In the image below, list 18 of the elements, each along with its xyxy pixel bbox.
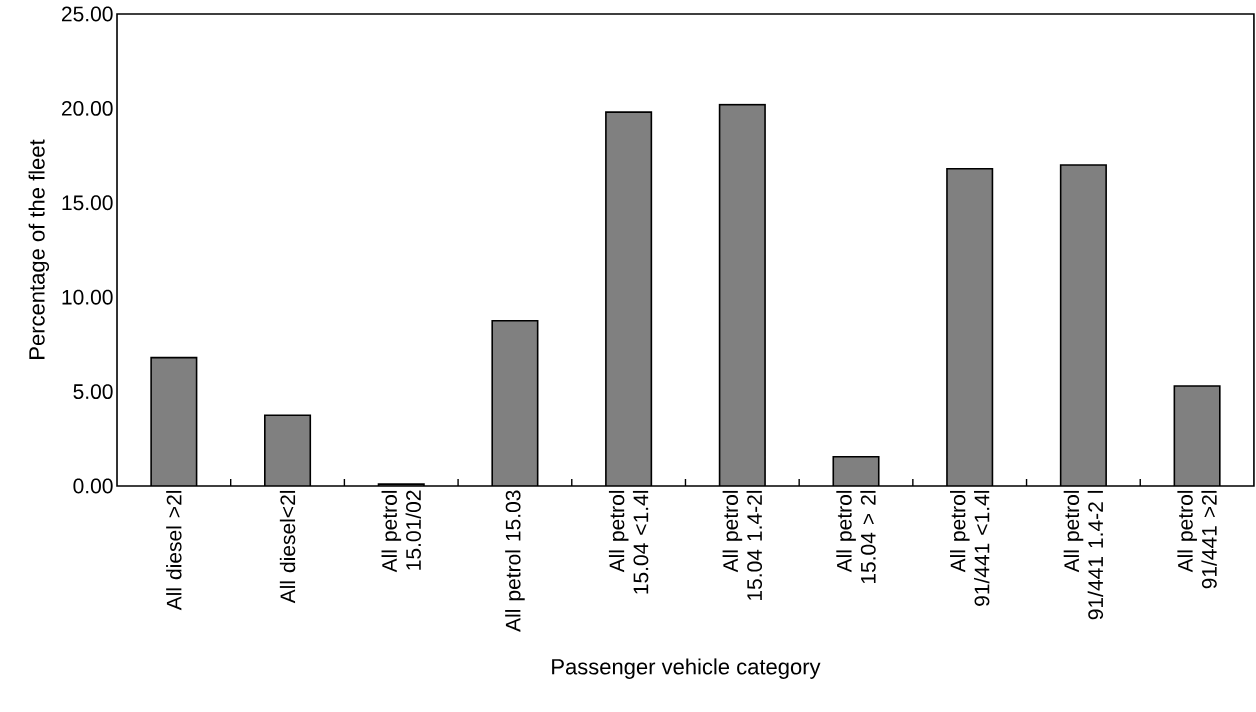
x-tick-label: All petrol 15.04 > 2l (836, 490, 876, 584)
x-tick-label: All diesel >2l (166, 490, 182, 611)
y-tick-label: 10.00 (62, 289, 113, 305)
x-tick-label: All petrol 15.03 (505, 490, 525, 632)
x-tick-label: All petrol 15.01/02 (381, 490, 421, 573)
y-tick-label: 20.00 (61, 100, 113, 116)
y-tick-label: 25.00 (61, 6, 113, 22)
x-tick-label: All diesel<2l (279, 490, 296, 604)
x-tick-label: All petrol 91/441 1.4-2 l (1063, 490, 1104, 620)
y-tick-label: 5.00 (73, 384, 113, 400)
x-tick-label: All petrol 91/441 <1.4l (949, 490, 990, 606)
x-tick-label: All petrol 15.04 <1.4l (608, 490, 649, 594)
x-tick-label: All petrol 91/441 >2l (1177, 490, 1217, 589)
y-tick-label: 15.00 (62, 195, 113, 211)
x-tick-label: All petrol 15.04 1.4-2l (722, 490, 763, 600)
x-axis-title: Passenger vehicle category (552, 658, 821, 679)
y-tick-label: 0.00 (73, 478, 113, 494)
y-axis-title: Percentage of the fleet (28, 139, 50, 359)
